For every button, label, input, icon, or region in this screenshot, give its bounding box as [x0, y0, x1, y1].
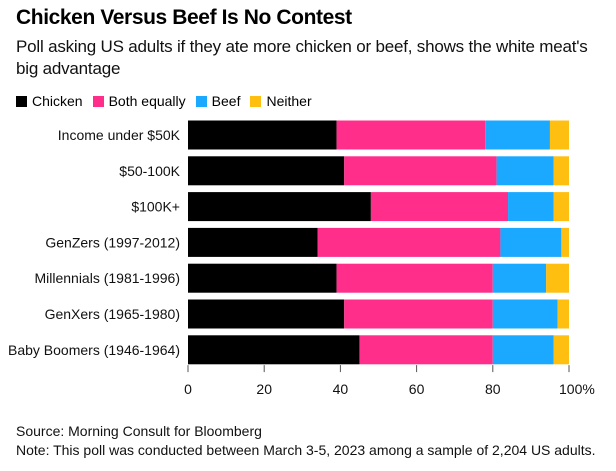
bar-segment-both-equally: [317, 227, 501, 257]
bar-segment-chicken: [188, 192, 371, 222]
category-label: $50-100K: [119, 163, 180, 179]
bar-segment-beef: [508, 192, 554, 222]
bar-segment-both-equally: [370, 192, 509, 222]
bar-segment-neither: [553, 335, 569, 365]
legend-label-neither: Neither: [266, 93, 312, 109]
x-tick-label: 80: [485, 381, 501, 397]
stacked-bar-chart: Income under $50K $50-100K $100K+ GenZers (…: [8, 120, 595, 397]
legend-label-chicken: Chicken: [32, 93, 83, 109]
category-label: $100K+: [131, 199, 180, 215]
legend-item-both-equally: Both equally: [92, 93, 186, 109]
bar-segment-chicken: [188, 335, 360, 365]
bar-segment-neither: [553, 156, 569, 186]
bar-segment-beef: [492, 335, 554, 365]
legend-item-beef: Beef: [195, 93, 241, 109]
category-label: Millennials (1981-1996): [34, 270, 180, 286]
x-tick-label: 20: [256, 381, 272, 397]
x-tick-label: 0: [184, 381, 192, 397]
bar-segment-neither: [553, 192, 569, 222]
bar-segment-neither: [561, 227, 569, 257]
bar-segment-chicken: [188, 120, 337, 150]
bar-segment-neither: [557, 299, 569, 329]
bar-segment-beef: [485, 120, 550, 150]
note-text: Note: This poll was conducted between Ma…: [16, 442, 596, 458]
legend-swatch-chicken: [16, 95, 27, 107]
bar-segment-neither: [549, 120, 569, 150]
legend-item-chicken: Chicken: [16, 93, 83, 109]
category-label: Income under $50K: [58, 127, 181, 143]
legend-item-neither: Neither: [250, 93, 312, 109]
bar-segment-beef: [492, 299, 558, 329]
bar-segment-both-equally: [336, 120, 486, 150]
category-label: GenZers (1997-2012): [45, 234, 180, 250]
x-tick-label: 100%: [559, 381, 595, 397]
bar-segment-both-equally: [336, 263, 493, 293]
bar-segment-chicken: [188, 156, 345, 186]
legend-swatch-beef: [195, 95, 207, 107]
chart-subtitle: Poll asking US adults if they ate more c…: [16, 37, 588, 78]
bar-segment-chicken: [188, 263, 337, 293]
chart-title: Chicken Versus Beef Is No Contest: [16, 6, 352, 29]
bar-segment-chicken: [188, 299, 345, 329]
bar-segment-both-equally: [344, 156, 497, 186]
bar-segment-beef: [496, 156, 554, 186]
legend-label-both-equally: Both equally: [108, 93, 186, 109]
source-text: Source: Morning Consult for Bloomberg: [16, 423, 262, 439]
bar-segment-both-equally: [359, 335, 493, 365]
bar-segment-chicken: [188, 227, 318, 257]
category-label: Baby Boomers (1946-1964): [8, 342, 180, 358]
bar-segment-neither: [546, 263, 569, 293]
bar-segment-both-equally: [344, 299, 493, 329]
legend-swatch-neither: [250, 95, 262, 107]
legend-swatch-both-equally: [92, 95, 104, 107]
legend-label-beef: Beef: [211, 93, 241, 109]
chart-footer: Source: Morning Consult for Bloomberg No…: [16, 422, 596, 460]
bar-segment-beef: [500, 227, 562, 257]
x-tick-label: 40: [333, 381, 349, 397]
bar-segment-beef: [492, 263, 547, 293]
category-label: GenXers (1965-1980): [45, 306, 180, 322]
x-tick-label: 60: [409, 381, 425, 397]
legend: Chicken Both equally Beef Neither: [16, 93, 322, 109]
